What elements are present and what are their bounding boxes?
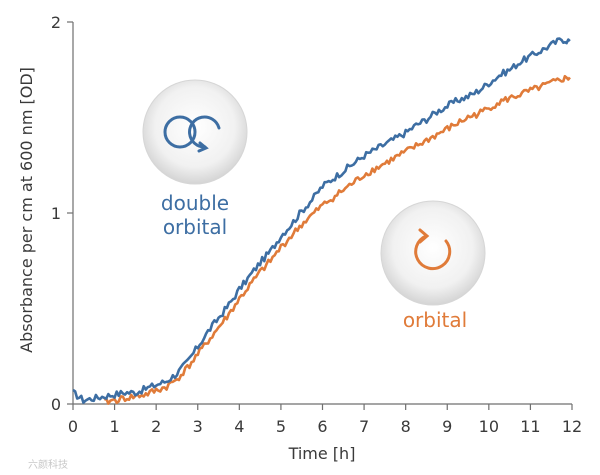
orbital-legend: orbital — [380, 200, 486, 332]
x-axis-title: Time [h] — [288, 444, 356, 463]
x-tick-label: 5 — [276, 417, 286, 436]
x-tick-label: 12 — [562, 417, 582, 436]
x-tick-label: 10 — [479, 417, 499, 436]
x-tick-label: 11 — [520, 417, 540, 436]
x-tick-label: 1 — [109, 417, 119, 436]
y-tick-label: 2 — [51, 13, 61, 32]
y-axis-ticks: 0 1 2 — [51, 13, 73, 414]
x-tick-label: 9 — [442, 417, 452, 436]
double-orbital-label-line2: orbital — [163, 215, 227, 239]
x-tick-label: 3 — [193, 417, 203, 436]
x-tick-label: 8 — [401, 417, 411, 436]
x-axis-ticks: 0 1 2 3 4 5 6 7 8 9 10 11 12 — [68, 404, 582, 436]
double-orbital-series-line — [72, 37, 571, 404]
orbital-label: orbital — [403, 308, 467, 332]
x-tick-label: 6 — [317, 417, 327, 436]
orbital-icon — [414, 228, 452, 271]
double-orbital-legend: double orbital — [142, 79, 248, 239]
x-tick-label: 2 — [151, 417, 161, 436]
orbital-bubble — [380, 200, 486, 306]
y-tick-label: 1 — [51, 204, 61, 223]
double-orbital-label-line1: double — [161, 191, 229, 215]
double-orbital-icon — [163, 115, 221, 153]
y-tick-label: 0 — [51, 395, 61, 414]
x-tick-label: 0 — [68, 417, 78, 436]
orbital-series-line — [103, 74, 571, 405]
watermark: 六颜科技 — [28, 458, 68, 471]
x-tick-label: 4 — [234, 417, 244, 436]
x-tick-label: 7 — [359, 417, 369, 436]
y-axis-title: Absorbance per cm at 600 nm [OD] — [17, 67, 36, 353]
